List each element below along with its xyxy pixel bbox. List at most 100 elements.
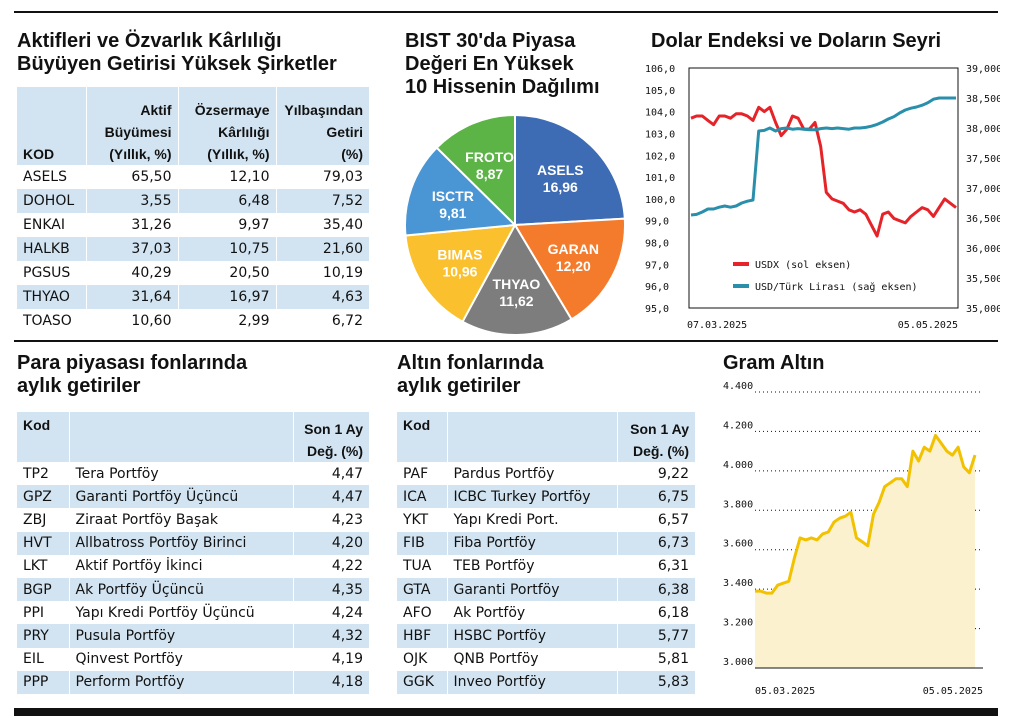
pie-label-name: THYAO bbox=[493, 276, 541, 292]
mm-fund-row: PRY Pusula Portföy 4,32 bbox=[17, 624, 369, 648]
gold-fund-cell: PAF bbox=[403, 465, 429, 482]
mm-col-kod: Kod bbox=[23, 417, 51, 433]
mm-fund-row: PPI Yapı Kredi Portföy Üçüncü 4,24 bbox=[17, 601, 369, 625]
gold-fund-row: GTA Garanti Portföy 6,38 bbox=[397, 577, 695, 602]
company-cell: 65,50 bbox=[85, 165, 178, 189]
mm-fund-cell: PPI bbox=[23, 604, 45, 621]
gold-fund-cell: 6,57 bbox=[616, 508, 695, 532]
gold-fund-cell: TEB Portföy bbox=[446, 554, 617, 578]
pie-slice-isctr bbox=[404, 146, 518, 237]
dollar-x-start: 07.03.2025 bbox=[687, 320, 747, 331]
gold-fund-row: GGK Inveo Portföy 5,83 bbox=[397, 670, 695, 694]
mm-fund-cell: 4,18 bbox=[292, 670, 369, 694]
gold-chart: 4.400 4.200 4.000 3.800 3.600 3.400 3.200 3.000… bbox=[723, 381, 983, 697]
dollar-left-tick: 95,0 bbox=[645, 304, 669, 315]
gold-fund-cell: QNB Portföy bbox=[446, 647, 617, 671]
gold-fund-cell: Ak Portföy bbox=[446, 601, 617, 625]
companies-title-line1: Aktifleri ve Özvarlık Kârlılığı bbox=[17, 30, 282, 52]
gold-fund-cell: 5,83 bbox=[616, 670, 695, 694]
companies-title: Aktifleri ve Özvarlık Kârlılığı Büyüyen … bbox=[17, 30, 337, 76]
dollar-left-tick: 103,0 bbox=[645, 129, 675, 140]
company-cell: 37,03 bbox=[85, 237, 178, 261]
mm-fund-row: HVT Allbatross Portföy Birinci 4,20 bbox=[17, 531, 369, 555]
gold-fund-cell: ICA bbox=[403, 488, 427, 505]
gold-tick: 4.000 bbox=[723, 460, 753, 471]
dollar-left-tick: 96,0 bbox=[645, 282, 669, 293]
gold-fund-cell: ICBC Turkey Portföy bbox=[446, 485, 617, 509]
companies-table-body: ASELS 65,50 12,10 79,03 DOHOL 3,55 6,48 7,52 ENK… bbox=[17, 165, 369, 333]
company-cell: ENKAI bbox=[23, 217, 65, 233]
dollar-left-tick: 102,0 bbox=[645, 151, 675, 162]
dollar-right-tick: 36,500 bbox=[966, 214, 1000, 225]
company-cell: 10,60 bbox=[85, 309, 178, 333]
usdx-line bbox=[690, 105, 957, 238]
dollar-right-tick: 37,000 bbox=[966, 184, 1000, 195]
gold-fund-cell: 9,22 bbox=[616, 462, 695, 486]
company-cell: 35,40 bbox=[275, 213, 369, 237]
companies-title-line2: Büyüyen Getirisi Yüksek Şirketler bbox=[17, 53, 337, 75]
company-cell: 6,72 bbox=[275, 309, 369, 333]
company-cell: TOASO bbox=[23, 313, 72, 329]
gf-title-line1: Altın fonlarında bbox=[397, 352, 544, 374]
dollar-left-tick: 104,0 bbox=[645, 108, 675, 119]
mm-table-body: TP2 Tera Portföy 4,47 GPZ Garanti Portföy Üç… bbox=[17, 462, 369, 694]
company-row: DOHOL 3,55 6,48 7,52 bbox=[17, 189, 369, 213]
company-cell: 12,10 bbox=[177, 165, 276, 189]
gold-tick: 3.400 bbox=[723, 578, 753, 589]
dollar-title: Dolar Endeksi ve Doların Seyri bbox=[651, 30, 942, 52]
pie-label-name: GARAN bbox=[548, 241, 599, 257]
legend-usdx-label: USDX (sol eksen) bbox=[755, 260, 851, 271]
mm-fund-cell: 4,20 bbox=[292, 531, 369, 555]
pie-label-name: FROTO bbox=[465, 149, 514, 165]
gold-tick: 3.800 bbox=[723, 499, 753, 510]
company-cell: 6,48 bbox=[177, 189, 276, 213]
company-cell: 2,99 bbox=[177, 309, 276, 333]
gold-fund-row: FIB Fiba Portföy 6,73 bbox=[397, 531, 695, 555]
gold-fund-row: ICA ICBC Turkey Portföy 6,75 bbox=[397, 485, 695, 509]
dollar-right-tick: 35,500 bbox=[966, 274, 1000, 285]
middle-rule bbox=[14, 340, 998, 342]
dollar-right-tick: 38,000 bbox=[966, 124, 1000, 135]
gold-fund-row: YKT Yapı Kredi Port. 6,57 bbox=[397, 508, 695, 532]
pie-label-value: 12,20 bbox=[556, 258, 591, 274]
col-kod: KOD bbox=[23, 146, 55, 162]
gold-fund-cell: Yapı Kredi Port. bbox=[446, 508, 617, 532]
company-cell: PGSUS bbox=[23, 265, 71, 281]
gold-x-end: 05.05.2025 bbox=[923, 686, 983, 697]
top-rule bbox=[14, 11, 998, 13]
dollar-left-tick: 106,0 bbox=[645, 64, 675, 75]
pie-slice-bimas bbox=[404, 223, 517, 324]
gf-table-body: PAF Pardus Portföy 9,22 ICA ICBC Turkey Port… bbox=[397, 462, 695, 694]
mm-fund-cell: 4,24 bbox=[292, 601, 369, 625]
col-ytd-return: Yılbaşından Getiri (%) bbox=[275, 87, 369, 165]
company-cell: 31,26 bbox=[85, 213, 178, 237]
pie-title: BIST 30'da Piyasa Değeri En Yüksek 10 Hi… bbox=[405, 30, 600, 99]
gold-fund-row: HBF HSBC Portföy 5,77 bbox=[397, 624, 695, 648]
gf-col-kod: Kod bbox=[403, 417, 431, 433]
mm-fund-cell: LKT bbox=[23, 558, 48, 575]
mm-fund-cell: Tera Portföy bbox=[68, 462, 293, 486]
gold-fund-cell: Pardus Portföy bbox=[446, 462, 617, 486]
company-cell: 31,64 bbox=[85, 285, 178, 309]
company-cell: ASELS bbox=[23, 169, 67, 185]
mm-fund-cell: 4,32 bbox=[292, 624, 369, 648]
mm-col-name bbox=[68, 412, 293, 462]
gold-fund-cell: Fiba Portföy bbox=[446, 531, 617, 555]
company-cell: 7,52 bbox=[275, 189, 369, 213]
gold-fund-row: PAF Pardus Portföy 9,22 bbox=[397, 462, 695, 486]
mm-fund-cell: Yapı Kredi Portföy Üçüncü bbox=[68, 601, 293, 625]
mm-fund-cell: Perform Portföy bbox=[68, 670, 293, 694]
companies-header-row: KOD Aktif Büyümesi (Yıllık, %) Özsermaye Kâ… bbox=[17, 87, 369, 165]
gold-line bbox=[755, 433, 977, 595]
mm-fund-cell: Allbatross Portföy Birinci bbox=[68, 531, 293, 555]
pie-title-line1: BIST 30'da Piyasa bbox=[405, 30, 576, 52]
gold-tick: 3.200 bbox=[723, 618, 753, 629]
mm-title-line2: aylık getiriler bbox=[17, 375, 141, 397]
pie-label-value: 9,81 bbox=[439, 205, 466, 221]
gold-title: Gram Altın bbox=[723, 352, 825, 374]
mm-fund-row: GPZ Garanti Portföy Üçüncü 4,47 bbox=[17, 485, 369, 509]
dollar-right-tick: 39,000 bbox=[966, 64, 1000, 75]
gold-tick: 4.400 bbox=[723, 381, 753, 392]
mm-fund-cell: 4,47 bbox=[292, 485, 369, 509]
mm-fund-cell: 4,47 bbox=[292, 462, 369, 486]
